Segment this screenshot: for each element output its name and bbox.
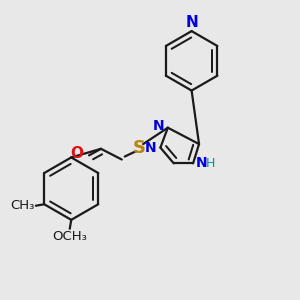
Text: OCH₃: OCH₃ [52, 230, 87, 243]
Text: O: O [71, 146, 84, 161]
Text: H: H [206, 157, 215, 170]
Text: CH₃: CH₃ [10, 199, 35, 212]
Text: N: N [196, 156, 208, 170]
Text: S: S [133, 139, 146, 157]
Text: N: N [185, 15, 198, 30]
Text: N: N [145, 141, 157, 154]
Text: N: N [153, 119, 164, 133]
